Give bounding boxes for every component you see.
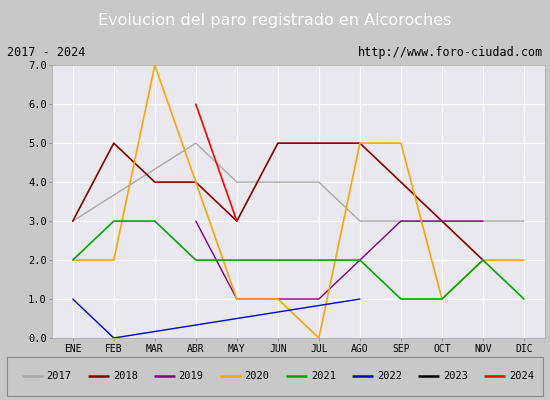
Text: 2018: 2018 [113, 371, 138, 382]
Text: 2022: 2022 [377, 371, 402, 382]
Text: http://www.foro-ciudad.com: http://www.foro-ciudad.com [358, 46, 543, 59]
Text: 2017: 2017 [47, 371, 72, 382]
Text: 2017 - 2024: 2017 - 2024 [7, 46, 85, 59]
Text: 2024: 2024 [509, 371, 534, 382]
Text: 2021: 2021 [311, 371, 335, 382]
Bar [7, 356, 543, 396]
Text: 2019: 2019 [179, 371, 204, 382]
Text: Evolucion del paro registrado en Alcoroches: Evolucion del paro registrado en Alcoroc… [98, 14, 452, 28]
Text: 2020: 2020 [245, 371, 270, 382]
Text: 2023: 2023 [443, 371, 467, 382]
